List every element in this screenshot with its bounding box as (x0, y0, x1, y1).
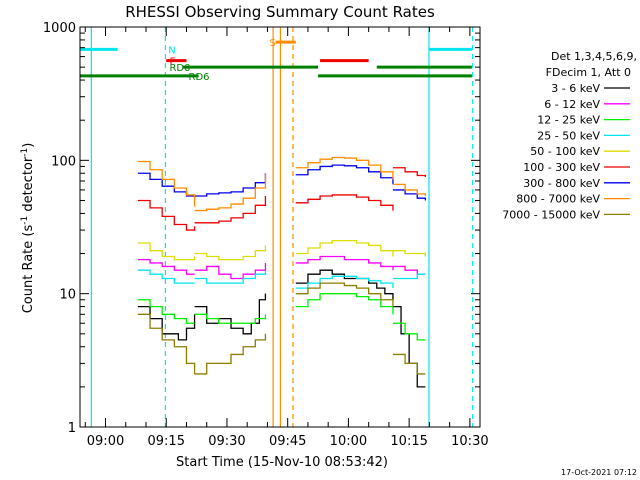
x-axis: 09:00 09:15 09:30 09:45 10:00 10:15 10:30 (84, 27, 489, 449)
chart-title: RHESSI Observing Summary Count Rates (125, 3, 435, 21)
y-axis: 1 10 100 1000 (43, 21, 480, 436)
series-12-25-kev-segment-1 (137, 299, 195, 324)
legend-label-800-7000-kev: 800 - 7000 keV (516, 193, 600, 206)
flag-label-rd6: RD6 (189, 72, 210, 83)
x-tick-label: 09:30 (208, 434, 245, 449)
flag-label-rd0: RD0 (169, 63, 190, 74)
series-25-50-kev-segment-3 (295, 275, 394, 289)
y-tick-label: 1 (68, 421, 76, 436)
series-12-25-kev-segment-3 (295, 293, 394, 315)
y-axis-label-sup1: -1 (20, 216, 30, 225)
legend-label-6-12-kev: 6 - 12 keV (544, 98, 600, 111)
series-3-6-kev-segment-2 (194, 293, 267, 335)
y-axis-label-sup2: -1 (20, 148, 30, 157)
y-tick-label: 1000 (43, 21, 76, 36)
series-100-300-kev-segment-2 (194, 196, 267, 224)
series-6-12-kev-segment-3 (295, 255, 394, 271)
legend-label-7000-15000-kev: 7000 - 15000 keV (502, 208, 600, 221)
series-50-100-kev-segment-4 (392, 250, 426, 257)
y-axis-label-end: ) (21, 143, 36, 148)
flag-label-n: N (168, 45, 175, 56)
legend-label-50-100-kev: 50 - 100 keV (530, 145, 600, 158)
x-tick-label: 10:15 (390, 434, 427, 449)
x-axis-label: Start Time (15-Nov-10 08:53:42) (176, 455, 388, 470)
series-50-100-kev-segment-2 (194, 245, 267, 261)
y-tick-label: 100 (51, 154, 76, 169)
series-6-12-kev-segment-2 (194, 262, 267, 280)
series-100-300-kev-segment-1 (137, 199, 196, 231)
series-800-7000-kev-segment-4 (392, 183, 426, 197)
x-tick-label: 09:00 (87, 434, 124, 449)
series-7000-15000-kev-segment-2 (194, 333, 267, 375)
y-axis-label-main: Count Rate (s (21, 225, 36, 314)
series-3-6-kev-segment-4 (392, 305, 426, 388)
series-6-12-kev-segment-4 (392, 265, 426, 275)
series-300-800-kev-segment-3 (295, 164, 394, 185)
flag-label-f: F (169, 57, 175, 68)
series-12-25-kev-segment-4 (392, 322, 426, 341)
series-300-800-kev-segment-4 (392, 189, 426, 201)
legend-label-100-300-kev: 100 - 300 keV (523, 161, 600, 174)
y-axis-label-mid: detector (21, 156, 36, 216)
series-3-6-kev-segment-3 (295, 269, 394, 300)
x-tick-label: 10:00 (330, 434, 367, 449)
series-25-50-kev-segment-2 (194, 270, 267, 284)
series-50-100-kev-segment-1 (137, 242, 196, 261)
x-tick-label: 10:30 (451, 434, 488, 449)
x-tick-label: 09:45 (269, 434, 306, 449)
series-25-50-kev-segment-4 (392, 273, 426, 280)
series-7000-15000-kev-segment-4 (392, 353, 426, 375)
legend-label-12-25-kev: 12 - 25 keV (537, 114, 600, 127)
x-tick-label: 09:15 (148, 434, 185, 449)
legend-header-line-1: Det 1,3,4,5,6,9, (551, 50, 637, 63)
legend-label-25-50-kev: 25 - 50 keV (537, 129, 600, 142)
series-7000-15000-kev-segment-1 (137, 313, 196, 374)
series-25-50-kev-segment-1 (137, 269, 195, 284)
series-100-300-kev-segment-3 (295, 194, 394, 211)
y-tick-label: 10 (59, 288, 76, 303)
footer-timestamp: 17-Oct-2021 07:12 (561, 468, 637, 477)
legend-header-line-2: FDecim 1, Att 0 (546, 66, 631, 79)
plot-frame (79, 26, 481, 428)
y-axis-label: Count Rate (s-1 detector-1) (20, 143, 36, 314)
legend-label-3-6-kev: 3 - 6 keV (551, 82, 600, 95)
legend-label-300-800-kev: 300 - 800 keV (523, 177, 600, 190)
series-100-300-kev-segment-4 (392, 167, 426, 177)
series-7000-15000-kev-segment-3 (295, 282, 394, 307)
series-300-800-kev-segment-2 (194, 173, 267, 197)
series-800-7000-kev-segment-2 (194, 173, 267, 212)
series-6-12-kev-segment-1 (137, 258, 195, 275)
series-800-7000-kev-segment-3 (295, 156, 394, 180)
legend: Det 1,3,4,5,6,9, FDecim 1, Att 0 3 - 6 k… (502, 50, 637, 221)
series-12-25-kev-segment-2 (194, 313, 267, 324)
series-800-7000-kev-segment-1 (137, 160, 196, 207)
flag-label-s: S (269, 38, 275, 49)
series-50-100-kev-segment-3 (295, 239, 394, 257)
